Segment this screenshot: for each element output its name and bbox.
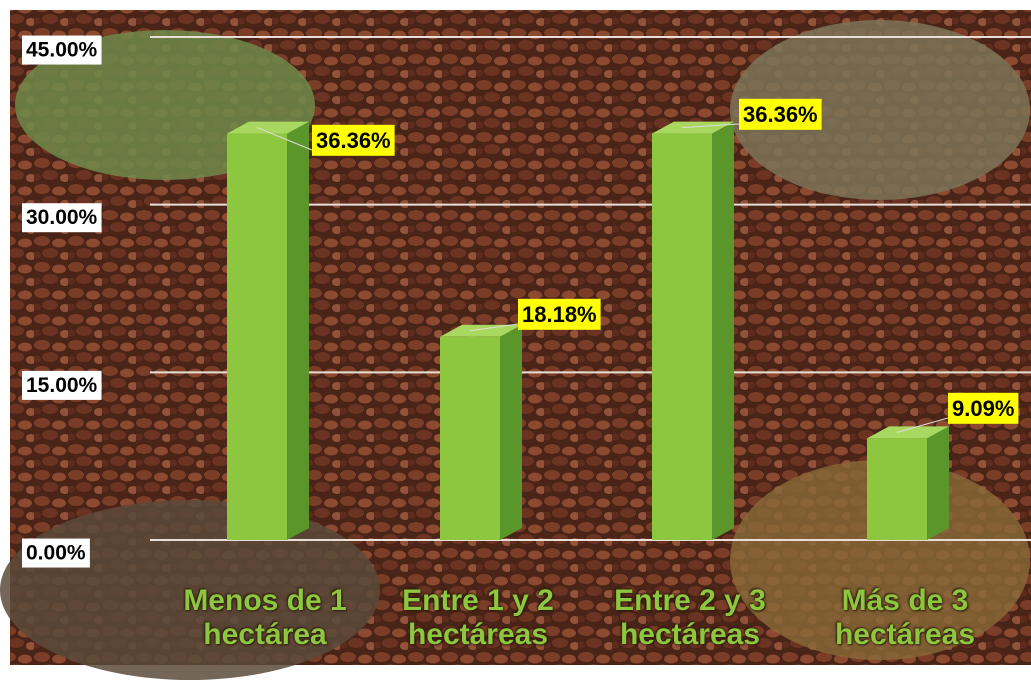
leader-line — [469, 323, 519, 332]
bar — [652, 133, 712, 541]
value-label: 36.36% — [316, 128, 391, 153]
bar-side — [287, 121, 309, 541]
leader-line — [896, 417, 949, 433]
x-tick-label: Entre 2 y 3 hectáreas — [614, 584, 766, 651]
bar-side — [927, 426, 949, 540]
bar-top — [227, 121, 309, 134]
y-tick-label: 30.00% — [26, 206, 98, 229]
x-tick-label: Más de 3 hectáreas — [834, 584, 976, 651]
bar-top — [440, 324, 522, 337]
bar — [227, 133, 287, 541]
leader-line — [681, 123, 740, 129]
photo-inset — [730, 460, 1030, 660]
value-label: 36.36% — [743, 102, 818, 127]
label-box — [739, 98, 822, 130]
bar-top — [867, 426, 949, 439]
label-box — [22, 538, 90, 568]
label-box — [518, 298, 601, 330]
bar-top — [652, 121, 734, 134]
bar — [867, 438, 927, 540]
y-tick-label: 45.00% — [26, 39, 98, 62]
y-tick-label: 15.00% — [26, 374, 98, 397]
label-box — [22, 370, 102, 400]
label-box — [948, 392, 1019, 424]
x-tick-label: Menos de 1 hectárea — [183, 584, 347, 651]
y-tick-label: 0.00% — [26, 542, 86, 565]
value-label: 9.09% — [952, 396, 1014, 421]
photo-inset — [0, 500, 380, 680]
x-tick-label: Entre 1 y 2 hectáreas — [402, 584, 554, 651]
bar-side — [500, 324, 522, 540]
bar — [440, 336, 500, 540]
leader-line — [256, 127, 313, 151]
photo-inset — [730, 20, 1030, 200]
label-box — [312, 124, 395, 156]
value-label: 18.18% — [522, 302, 597, 327]
label-box — [22, 35, 102, 65]
bar-side — [712, 121, 734, 541]
label-box — [22, 203, 102, 233]
